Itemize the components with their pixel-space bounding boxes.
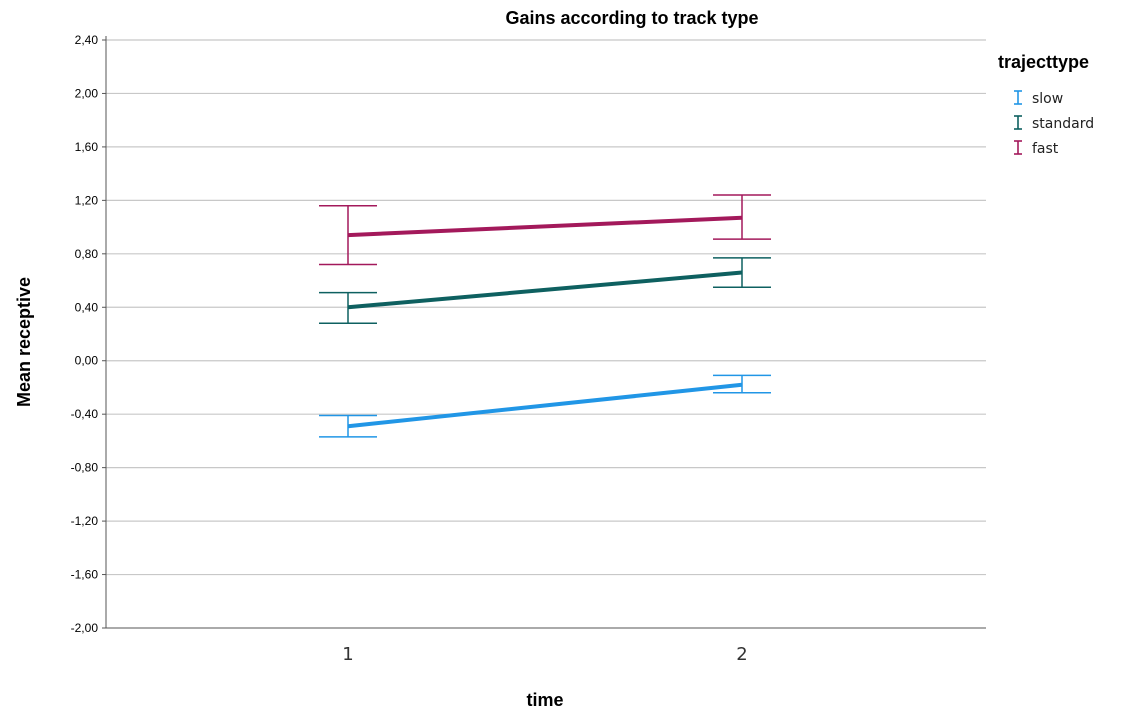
x-tick-label: 1 — [342, 644, 353, 665]
y-tick-label: 1,60 — [75, 140, 99, 154]
legend-item: slow — [1014, 90, 1063, 107]
y-tick-label: 2,40 — [75, 33, 99, 47]
series-fast — [319, 194, 771, 266]
y-tick-label: 0,40 — [75, 300, 99, 314]
series-line — [347, 270, 743, 310]
x-axis-label: time — [526, 690, 563, 710]
legend-label: fast — [1032, 141, 1059, 157]
series — [319, 194, 771, 438]
x-tick-label: 2 — [736, 644, 747, 665]
legend-label: slow — [1032, 91, 1063, 107]
y-axis-label: Mean receptive — [14, 277, 34, 407]
legend-title: trajecttype — [998, 52, 1089, 72]
y-tick-label: -1,60 — [71, 568, 99, 582]
axes — [105, 36, 986, 629]
y-tick-label: 1,20 — [75, 193, 99, 207]
legend-item: fast — [1014, 140, 1059, 157]
legend-label: standard — [1032, 116, 1094, 132]
y-tick-label: -1,20 — [71, 514, 99, 528]
series-standard — [319, 257, 771, 325]
y-tick-label: -2,00 — [71, 621, 99, 635]
legend-item: standard — [1014, 115, 1094, 132]
y-tick-label: 0,80 — [75, 247, 99, 261]
series-slow — [319, 374, 771, 438]
series-line — [347, 215, 743, 238]
chart-title: Gains according to track type — [505, 8, 758, 28]
y-tick-label: -0,40 — [71, 407, 99, 421]
y-tick-labels: 2,40 2,00 1,60 1,20 0,80 0,40 0,00 -0,40 -0,80 -1… — [71, 33, 106, 635]
series-line — [347, 382, 743, 429]
y-tick-label: -0,80 — [71, 461, 99, 475]
y-tick-label: 2,00 — [75, 86, 99, 100]
legend: trajecttype slow standard fast — [998, 52, 1094, 157]
y-tick-label: 0,00 — [75, 354, 99, 368]
grid — [106, 39, 986, 576]
